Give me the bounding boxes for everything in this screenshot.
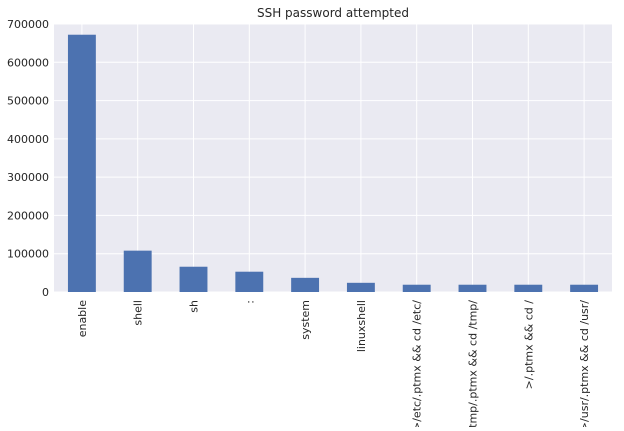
bar — [458, 284, 487, 292]
x-tick-label: >/tmp/.ptmx && cd /tmp/ — [467, 300, 480, 427]
y-tick-label: 300000 — [7, 171, 49, 184]
y-tick-label: 200000 — [7, 209, 49, 222]
y-tick-label: 700000 — [7, 18, 49, 31]
x-tick-label: sh — [188, 300, 201, 313]
bar — [67, 34, 96, 292]
chart-title: SSH password attempted — [257, 6, 409, 20]
x-tick-label: enable — [76, 300, 89, 338]
y-tick-label: 400000 — [7, 133, 49, 146]
x-tick-label: >/etc/.ptmx && cd /etc/ — [411, 300, 424, 427]
plot-area — [54, 24, 612, 292]
y-tick-label: 600000 — [7, 56, 49, 69]
x-tick-label: >/.ptmx && cd / — [522, 300, 535, 390]
y-tick-labels: 0 100000 200000 300000 400000 500000 600000 700… — [7, 18, 49, 299]
x-tick-label: : — [243, 300, 256, 304]
bar — [402, 284, 431, 292]
x-tick-label: shell — [132, 300, 145, 326]
bar — [179, 266, 208, 292]
x-tick-labels: enable shell sh: system linuxshell >/etc/.ptm… — [76, 300, 591, 431]
y-tick-label: 100000 — [7, 248, 49, 261]
bar — [570, 284, 599, 292]
bar — [235, 271, 264, 292]
x-tick-label: >/usr/.ptmx && cd /usr/ — [578, 300, 591, 427]
bar — [346, 282, 375, 292]
y-tick-label: 0 — [42, 286, 49, 299]
bars — [67, 34, 599, 292]
bar — [514, 284, 543, 292]
y-tick-label: 500000 — [7, 95, 49, 108]
bar — [291, 277, 320, 292]
bar — [123, 250, 152, 292]
x-tick-label: system — [299, 300, 312, 340]
x-tick-label: linuxshell — [355, 300, 368, 352]
